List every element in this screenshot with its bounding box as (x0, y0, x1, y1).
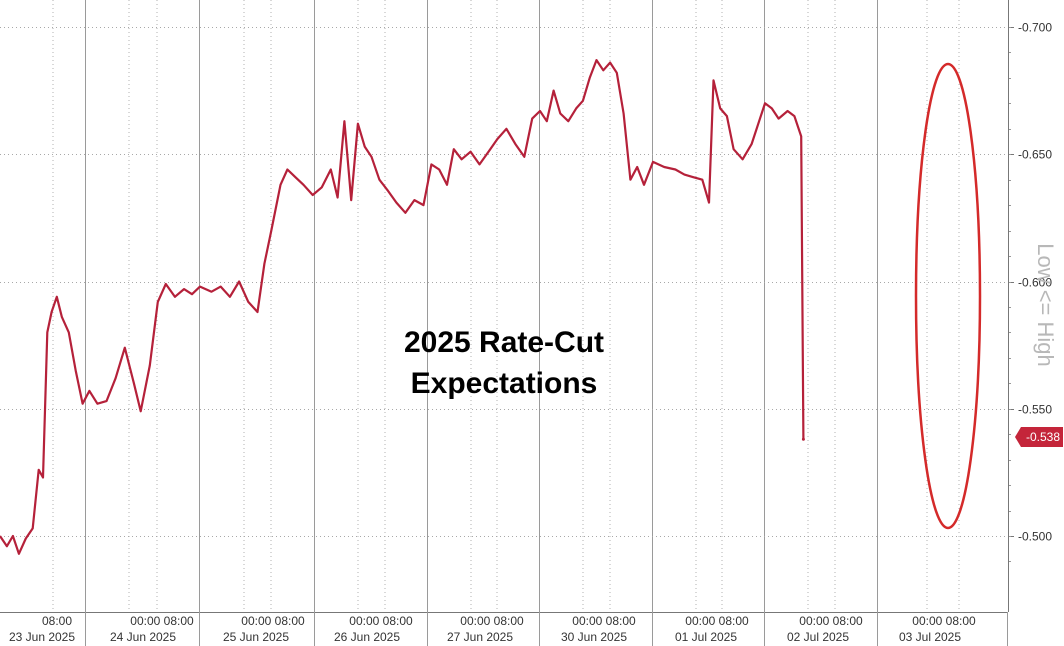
highlight-ellipse (914, 62, 982, 530)
grid (0, 0, 1008, 612)
y-axis-label: Low <= High (1033, 243, 1058, 367)
last-value-marker: -0.538 (1015, 427, 1063, 447)
y-tick-label: -0.700 (1018, 21, 1052, 35)
x-time-label: 00:00 08:00 (799, 614, 863, 628)
x-date-label: 03 Jul 2025 (899, 630, 961, 644)
x-time-label: 08:00 (42, 614, 72, 628)
x-date-label: 25 Jun 2025 (223, 630, 289, 644)
x-date-label: 26 Jun 2025 (334, 630, 400, 644)
y-tick-label: -0.600 (1018, 276, 1052, 290)
x-time-label: 00:00 08:00 (130, 614, 194, 628)
x-time-label: 00:00 08:00 (572, 614, 636, 628)
y-tick-label: -0.550 (1018, 403, 1052, 417)
y-tick-label: -0.650 (1018, 148, 1052, 162)
chart-title-line-2: Expectations (411, 367, 598, 400)
x-date-label: 30 Jun 2025 (561, 630, 627, 644)
x-axis: 08:00 23 Jun 2025 00:00 08:00 24 Jun 2025 00… (0, 612, 1008, 646)
x-time-label: 00:00 08:00 (349, 614, 413, 628)
y-axis: -0.700 -0.650 -0.600 -0.550 -0.500 (1008, 0, 1052, 612)
x-date-label: 27 Jun 2025 (447, 630, 513, 644)
x-date-label: 24 Jun 2025 (110, 630, 176, 644)
last-value-label: -0.538 (1026, 430, 1060, 444)
x-time-label: 00:00 08:00 (912, 614, 976, 628)
x-date-label: 01 Jul 2025 (675, 630, 737, 644)
series-line (0, 59, 805, 555)
x-time-label: 00:00 08:00 (685, 614, 749, 628)
x-date-label: 23 Jun 2025 (9, 630, 75, 644)
x-time-label: 00:00 08:00 (241, 614, 305, 628)
last-data-point (801, 437, 805, 441)
x-date-label: 02 Jul 2025 (787, 630, 849, 644)
y-tick-label: -0.500 (1018, 530, 1052, 544)
x-time-label: 00:00 08:00 (460, 614, 524, 628)
chart-title-line-1: 2025 Rate-Cut (404, 326, 604, 359)
series-layer (0, 59, 805, 555)
